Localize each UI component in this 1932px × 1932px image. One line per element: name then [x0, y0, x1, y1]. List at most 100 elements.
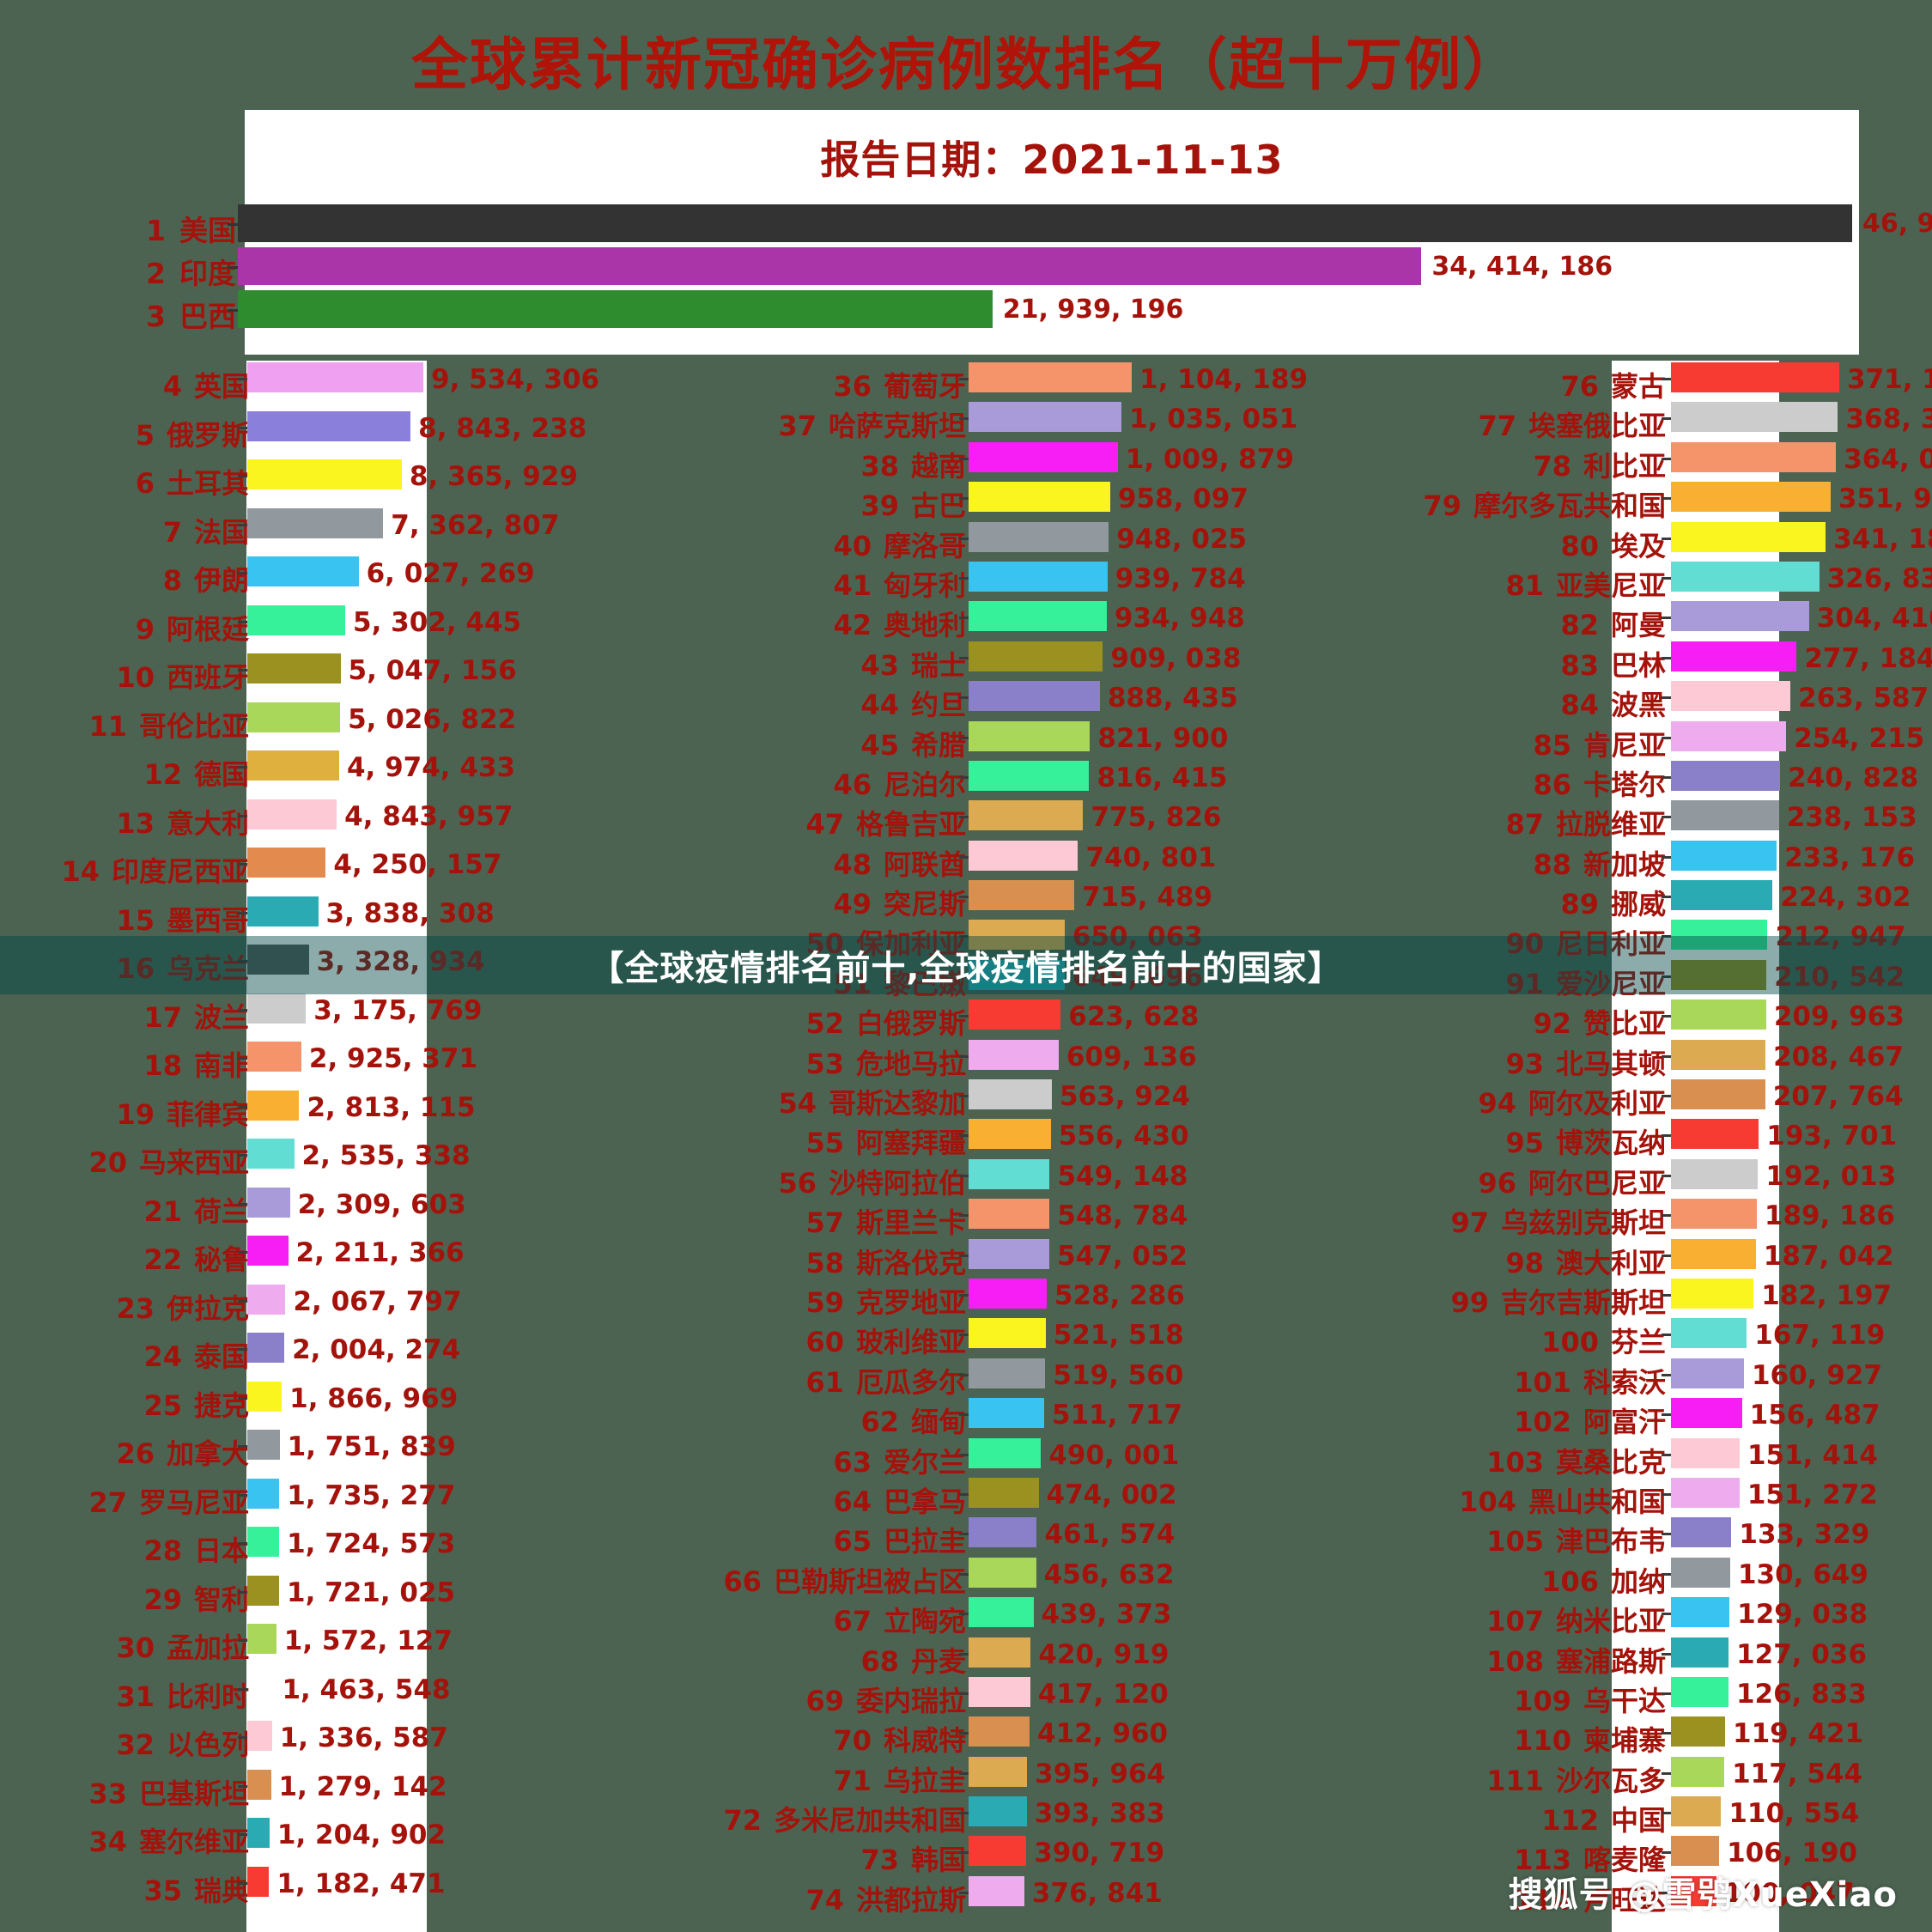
bar-value-label: 1, 572, 127 [283, 1625, 453, 1656]
bar-row-country: 孟加拉 [166, 1631, 249, 1664]
bar-value-label: 189, 186 [1764, 1200, 1895, 1232]
bar-row: 94 阿尔及利亚 207, 764 [1292, 1078, 1932, 1120]
bar-row: 12 德国 4, 974, 433 [0, 749, 644, 798]
bar-row-country: 巴基斯坦 [138, 1777, 249, 1810]
bar-value-label: 461, 574 [1044, 1519, 1176, 1551]
bar [247, 702, 341, 732]
axis-tick [238, 1687, 247, 1691]
bar [247, 1090, 300, 1121]
bar-row-rank: 17 [143, 1000, 182, 1034]
bar-row-rank: 44 [860, 689, 899, 722]
bar-row: 109 乌干达 126, 833 [1292, 1675, 1932, 1717]
bar-value-label: 948, 025 [1116, 523, 1248, 555]
bar-row-rank: 25 [143, 1388, 182, 1422]
bar-row-country: 阿联酋 [883, 848, 966, 881]
axis-tick [959, 1254, 969, 1257]
bar-row-rank: 68 [860, 1644, 899, 1678]
axis-tick [959, 417, 969, 421]
bar [1671, 1398, 1742, 1429]
bar-row: 108 塞浦路斯 127, 036 [1292, 1636, 1932, 1678]
bar-row: 14 印度尼西亚 4, 250, 157 [0, 846, 644, 895]
bar-row-rank: 34 [88, 1826, 127, 1858]
bar-value-label: 740, 801 [1085, 841, 1217, 873]
bar-row: 114 卢旺达 100, 047 [1292, 1874, 1932, 1917]
bar [247, 1673, 274, 1703]
bar-row: 107 纳米比亚 129, 038 [1292, 1595, 1932, 1637]
bar-row-country: 匈牙利 [883, 568, 966, 602]
bar-row-label: 34 塞尔维亚 [0, 1820, 249, 1860]
bar [1671, 1875, 1716, 1906]
bar-row-rank: 29 [143, 1583, 182, 1616]
axis-tick [238, 1784, 247, 1788]
bar-row-label: 91 爱沙尼亚 [1151, 963, 1666, 1002]
bar-row-label: 64 巴拿马 [485, 1480, 966, 1520]
bar [247, 1430, 280, 1460]
bar-row-label: 48 阿联酋 [485, 843, 966, 883]
bar-row-country: 巴拉圭 [883, 1525, 966, 1558]
bar-row: 33 巴基斯坦 1, 279, 142 [0, 1768, 644, 1817]
bar-row-country: 菲律宾 [166, 1097, 249, 1131]
bar-value-label: 556, 430 [1058, 1121, 1189, 1152]
bar-row-rank: 74 [805, 1883, 844, 1917]
column-b-rows: 36 葡萄牙 1, 104, 189 37 哈萨克斯坦 1, 035, 051 38 越南 1,… [648, 361, 1308, 1917]
bar-row-country: 乌兹别克斯坦 [1500, 1206, 1666, 1240]
axis-tick [238, 475, 247, 477]
bar-value-label: 1, 336, 587 [279, 1722, 448, 1753]
bar-row-label: 14 印度尼西亚 [0, 850, 249, 890]
bar-row-country: 新加坡 [1583, 848, 1666, 881]
axis-tick [1662, 1413, 1671, 1417]
bar [1671, 1199, 1757, 1230]
bar-row: 74 洪都拉斯 376, 841 [648, 1874, 1292, 1917]
bar [969, 920, 1065, 951]
bar-row-label: 12 德国 [0, 753, 249, 793]
bar-row-label: 1 美国 [0, 208, 236, 249]
bar-value-label: 368, 346 [1845, 404, 1932, 435]
bar [969, 800, 1084, 831]
bar-row: 4 英国 9, 534, 306 [0, 361, 644, 410]
axis-tick [1662, 775, 1671, 779]
bar-value-label: 100, 047 [1723, 1877, 1855, 1909]
bar-row-label: 50 保加利亚 [485, 922, 966, 962]
bar-row-label: 82 阿曼 [1151, 604, 1666, 643]
bar-row: 23 伊拉克 2, 067, 797 [0, 1283, 644, 1332]
column-a-rows: 4 英国 9, 534, 306 5 俄罗斯 8, 843, 238 6 土耳其 8, 365,… [0, 361, 644, 1913]
bar-row-country: 博茨瓦纳 [1555, 1127, 1666, 1160]
bar-row-label: 45 希腊 [485, 724, 966, 763]
bar-row-label: 20 马来西亚 [0, 1141, 249, 1181]
bar [1671, 1039, 1766, 1070]
bar-row-rank: 103 [1486, 1445, 1544, 1479]
bar-row-rank: 32 [116, 1728, 155, 1761]
bar-row: 90 尼日利亚 212, 947 [1292, 918, 1932, 960]
axis-tick [1662, 896, 1671, 899]
bar-row: 27 罗马尼亚 1, 735, 277 [0, 1477, 644, 1526]
bar-row-rank: 82 [1560, 609, 1599, 642]
axis-tick [959, 1692, 969, 1695]
bar-row-label: 38 越南 [485, 445, 966, 484]
bar [1671, 880, 1773, 911]
bar-value-label: 609, 136 [1066, 1041, 1197, 1072]
bar-row: 8 伊朗 6, 027, 269 [0, 555, 644, 604]
bar-value-label: 376, 841 [1031, 1877, 1163, 1909]
bar-row-label: 27 罗马尼亚 [0, 1481, 249, 1521]
bar-row-country: 喀麦隆 [1583, 1844, 1666, 1877]
bar [969, 1199, 1050, 1230]
bar [1671, 441, 1837, 472]
bar-row-country: 哥伦比亚 [138, 709, 249, 743]
bar-row: 110 柬埔寨 119, 421 [1292, 1715, 1932, 1757]
bar-value-label: 151, 272 [1747, 1479, 1878, 1510]
axis-tick [959, 1095, 969, 1098]
bar-row-country: 墨西哥 [166, 903, 249, 937]
axis-tick [1662, 497, 1671, 501]
bar-value-label: 395, 964 [1035, 1758, 1166, 1789]
bar-row-label: 67 立陶宛 [485, 1600, 966, 1639]
axis-tick [959, 1413, 969, 1417]
bar-row-rank: 95 [1505, 1127, 1544, 1160]
bar-row-rank: 35 [143, 1874, 182, 1907]
bar-row-label: 59 克罗地亚 [485, 1281, 966, 1321]
bar-row-label: 2 印度 [0, 251, 236, 292]
axis-tick [959, 1572, 969, 1576]
bar-value-label: 474, 002 [1046, 1479, 1177, 1510]
axis-tick [959, 896, 969, 899]
bar-row: 21 荷兰 2, 309, 603 [0, 1186, 644, 1235]
bar-value-label: 1, 866, 969 [289, 1382, 459, 1414]
